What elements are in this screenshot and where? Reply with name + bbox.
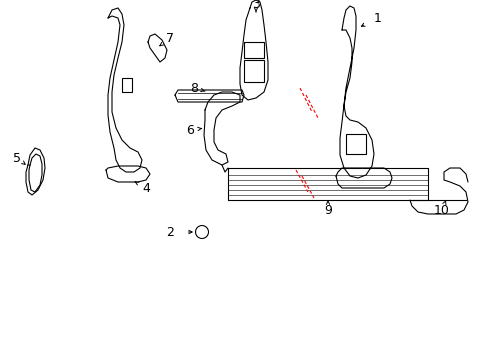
Text: 8: 8	[190, 81, 198, 94]
Text: 3: 3	[251, 0, 260, 12]
Bar	[346, 134, 365, 154]
Text: 5: 5	[13, 152, 21, 165]
Text: 4: 4	[142, 181, 150, 194]
Bar	[244, 42, 264, 58]
Text: 10: 10	[433, 203, 449, 216]
Text: 1: 1	[373, 12, 381, 24]
Text: 2: 2	[166, 225, 174, 238]
Bar	[122, 78, 132, 92]
Bar	[244, 60, 264, 82]
Text: 6: 6	[185, 123, 194, 136]
Text: 7: 7	[165, 31, 174, 45]
Text: 9: 9	[324, 203, 331, 216]
